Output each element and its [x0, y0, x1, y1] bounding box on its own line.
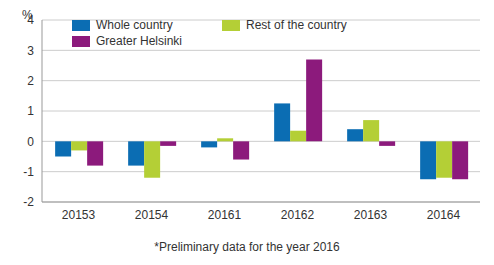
svg-text:3: 3	[27, 44, 34, 58]
svg-text:2: 2	[27, 74, 34, 88]
svg-text:20154: 20154	[135, 208, 169, 222]
svg-text:20162: 20162	[281, 208, 315, 222]
html-text:Greater Helsinki: Greater Helsinki	[96, 34, 182, 48]
svg-text:20161: 20161	[208, 208, 242, 222]
svg-text:20163: 20163	[354, 208, 388, 222]
html-text:*Preliminary data for the year: *Preliminary data for the year 2016	[154, 240, 340, 254]
svg-text:-1: -1	[23, 165, 34, 179]
svg-text:1: 1	[27, 104, 34, 118]
svg-text:-2: -2	[23, 195, 34, 209]
svg-text:20153: 20153	[62, 208, 96, 222]
svg-text:0: 0	[27, 135, 34, 149]
html-text:Whole country: Whole country	[96, 18, 173, 32]
html-text:Rest of the country: Rest of the country	[246, 18, 347, 32]
svg-text:20164: 20164	[427, 208, 461, 222]
